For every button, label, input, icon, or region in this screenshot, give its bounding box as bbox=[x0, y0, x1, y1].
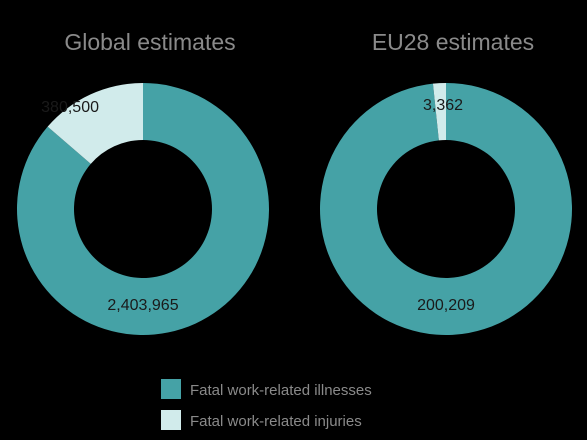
eu28-donut-chart: EU28 estimates 200,209 3,362 bbox=[320, 29, 572, 336]
global-injuries-value-label: 380,500 bbox=[41, 99, 99, 116]
global-slice-injuries bbox=[47, 83, 144, 164]
global-slice-illnesses bbox=[17, 83, 270, 336]
global-donut-slices bbox=[17, 83, 270, 336]
legend: Fatal work-related illnesses Fatal work-… bbox=[161, 379, 372, 430]
legend-label-injuries: Fatal work-related injuries bbox=[190, 413, 362, 430]
eu28-injuries-value-label: 3,362 bbox=[423, 97, 463, 114]
legend-swatch-injuries bbox=[161, 410, 181, 430]
eu28-slice-illnesses bbox=[320, 83, 572, 336]
legend-swatch-illnesses bbox=[161, 379, 181, 399]
global-chart-title: Global estimates bbox=[64, 29, 235, 55]
eu28-donut-slices bbox=[320, 83, 572, 336]
eu28-chart-title: EU28 estimates bbox=[372, 29, 534, 55]
global-illnesses-value-label: 2,403,965 bbox=[107, 297, 178, 314]
legend-label-illnesses: Fatal work-related illnesses bbox=[190, 382, 372, 399]
global-donut-chart: Global estimates 2,403,965 380,500 bbox=[17, 29, 270, 336]
eu28-illnesses-value-label: 200,209 bbox=[417, 297, 475, 314]
eu28-slice-injuries bbox=[432, 83, 446, 141]
